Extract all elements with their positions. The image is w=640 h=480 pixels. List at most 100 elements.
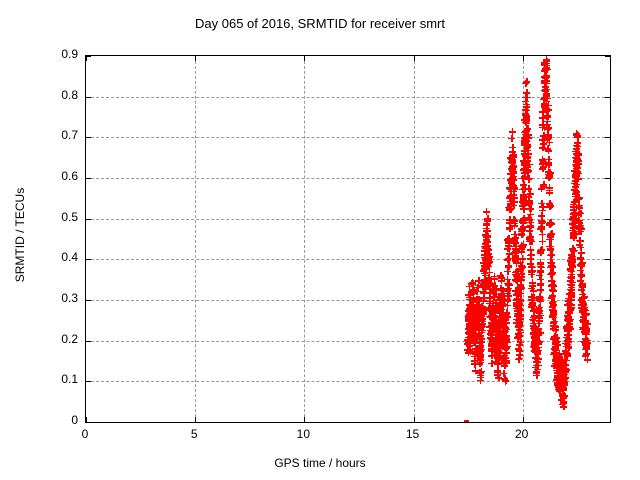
data-point [538,144,546,152]
data-point [577,266,584,274]
x-axis-tick-labels: 0 5 10 15 20 [82,427,609,447]
data-point [471,313,478,321]
data-point [524,153,532,161]
data-point [481,239,489,247]
data-point [566,266,574,274]
x-axis-tick [195,417,197,422]
data-point [572,164,580,172]
y-axis-tick-labels: 0 0.1 0.2 0.3 0.4 0.5 0.6 0.7 0.8 0.9 [35,47,78,427]
data-point [474,302,482,310]
gridline-horizontal [86,340,610,342]
data-point [557,359,565,367]
data-point [564,323,572,331]
data-point [524,150,532,158]
data-point [575,201,583,209]
data-point [483,231,491,239]
data-point [574,150,582,158]
gridline-horizontal [86,259,610,261]
data-point [581,322,589,330]
data-point [561,360,569,368]
data-point [554,362,562,369]
data-point [469,314,477,321]
data-point [505,280,513,288]
data-point [502,319,510,327]
data-point [485,268,493,276]
data-point [510,169,517,177]
data-point [520,191,528,199]
data-point [484,283,492,291]
data-point [493,360,501,368]
data-point [483,242,491,250]
data-point [546,235,554,243]
data-point [549,291,557,299]
data-point [466,347,474,355]
data-point [530,329,538,337]
data-point [474,313,482,321]
data-point [478,315,486,323]
data-point [534,350,542,358]
data-point [489,325,497,333]
data-point [470,348,478,356]
data-point [543,120,551,128]
data-point [496,308,504,316]
data-point [537,268,545,276]
data-point [507,154,515,162]
data-point [483,260,491,268]
data-point [543,117,551,125]
data-point [481,264,489,272]
data-point [528,300,536,308]
data-point [483,227,491,235]
data-point [515,333,523,341]
data-point [546,246,554,254]
data-point [568,251,576,259]
data-point [558,361,566,369]
data-point [476,369,484,377]
data-point [489,326,497,334]
data-point [566,305,574,313]
data-point [524,167,532,175]
data-point [481,269,489,277]
data-point [568,281,575,289]
data-point [554,376,562,384]
data-point [465,330,473,338]
data-point [469,324,477,332]
data-point [537,279,545,287]
data-point [544,105,552,113]
x-axis-tick [86,417,87,422]
data-point [581,351,589,359]
data-point [554,383,562,391]
data-point [471,348,479,356]
data-point [552,363,560,371]
data-point [565,324,573,332]
data-point [557,376,565,384]
data-point [579,301,587,309]
data-point [488,342,496,350]
data-point [547,250,555,258]
data-point [498,274,506,282]
data-point [543,85,551,93]
data-point [508,158,516,166]
data-point [563,322,571,330]
data-point [512,276,520,284]
data-point [552,346,560,354]
data-point [547,232,555,240]
data-point [496,285,504,293]
data-point [549,269,557,277]
data-point [464,349,472,357]
data-point [472,345,480,353]
data-point [484,275,492,283]
data-point [558,396,566,404]
data-point [571,197,579,205]
data-point [486,326,494,334]
data-point [524,163,532,171]
data-point [560,363,568,371]
data-point [582,325,590,333]
data-point [555,353,563,360]
data-point [547,261,555,269]
data-point [465,307,473,315]
data-point [575,160,583,168]
data-point [566,277,574,285]
data-point [542,61,550,69]
data-point [545,188,553,196]
data-point [487,322,495,330]
